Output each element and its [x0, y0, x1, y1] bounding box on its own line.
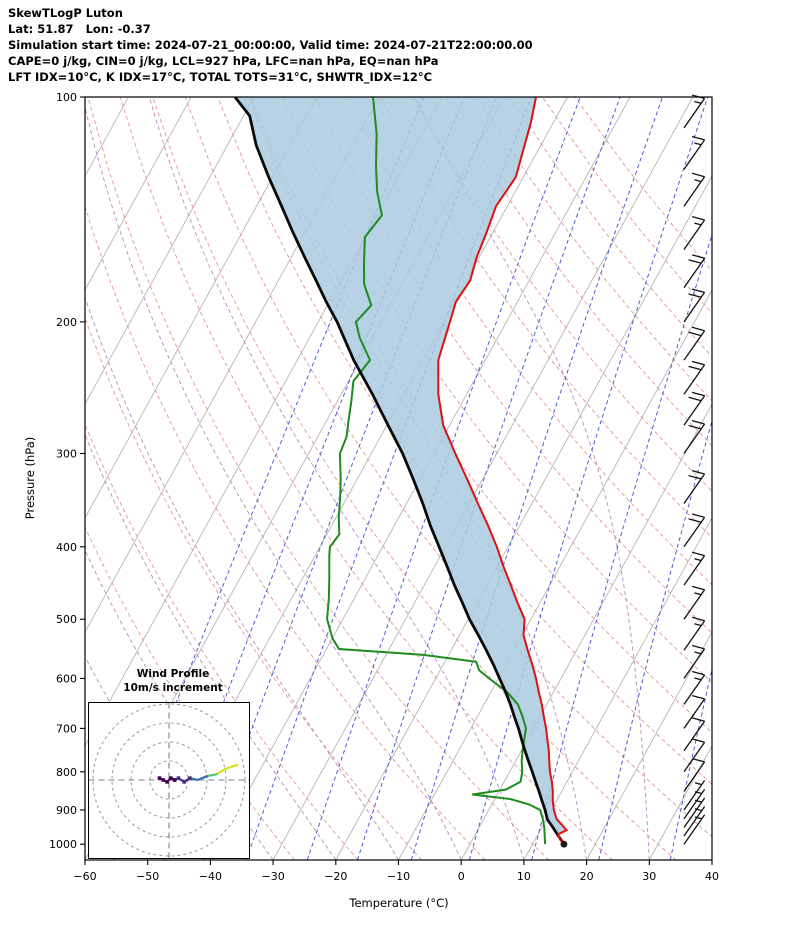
temperature-curve [437, 97, 569, 845]
hodograph-trace-segment [215, 763, 239, 776]
temperature-tick-label: −40 [199, 870, 222, 883]
chart-indices-line1: CAPE=0 j/kg, CIN=0 j/kg, LCL=927 hPa, LF… [8, 54, 439, 68]
temperature-tick-label: −50 [136, 870, 159, 883]
temperature-tick-label: −20 [324, 870, 347, 883]
pressure-tick-label: 300 [56, 447, 77, 460]
pressure-tick-label: 700 [56, 722, 77, 735]
pressure-tick-label: 800 [56, 766, 77, 779]
pressure-tick-label: 500 [56, 613, 77, 626]
hodograph-trace-segment [188, 775, 209, 782]
pressure-tick-label: 600 [56, 672, 77, 685]
temperature-tick-label: −30 [261, 870, 284, 883]
hodograph-title: Wind Profile [136, 668, 210, 680]
temperature-tick-label: 40 [705, 870, 719, 883]
pressure-tick-label: 400 [56, 541, 77, 554]
temperature-tick-label: 30 [642, 870, 656, 883]
pressure-tick-label: 1000 [49, 838, 77, 851]
surface-point-marker [560, 840, 568, 848]
hodograph-subtitle: 10m/s increment [123, 682, 223, 694]
chart-sim-time: Simulation start time: 2024-07-21_00:00:… [8, 38, 533, 52]
dewpoint-curve [326, 97, 547, 845]
temperature-tick-label: 10 [517, 870, 531, 883]
hodograph-trace-segment [173, 776, 191, 784]
temperature-axis-label: Temperature (°C) [349, 896, 449, 910]
parcel-curve [233, 97, 566, 845]
pressure-tick-label: 100 [56, 91, 77, 104]
pressure-axis-label: Pressure (hPa) [23, 436, 37, 520]
pressure-tick-label: 200 [56, 316, 77, 329]
sounding-curves [233, 97, 569, 848]
chart-title: SkewTLogP Luton [8, 6, 123, 20]
temperature-tick-label: 20 [580, 870, 594, 883]
temperature-tick-label: −60 [73, 870, 96, 883]
chart-indices-line2: LFT IDX=10°C, K IDX=17°C, TOTAL TOTS=31°… [8, 70, 433, 84]
chart-location: Lat: 51.87 Lon: -0.37 [8, 22, 151, 36]
hodograph-inset [88, 702, 250, 859]
temperature-tick-label: −10 [387, 870, 410, 883]
hodograph-trace-segment [205, 773, 218, 778]
pressure-tick-label: 900 [56, 804, 77, 817]
hodograph-border [88, 702, 250, 859]
wind-barbs [683, 94, 706, 845]
temperature-tick-label: 0 [458, 870, 465, 883]
parcel-temperature-shade [235, 97, 567, 845]
